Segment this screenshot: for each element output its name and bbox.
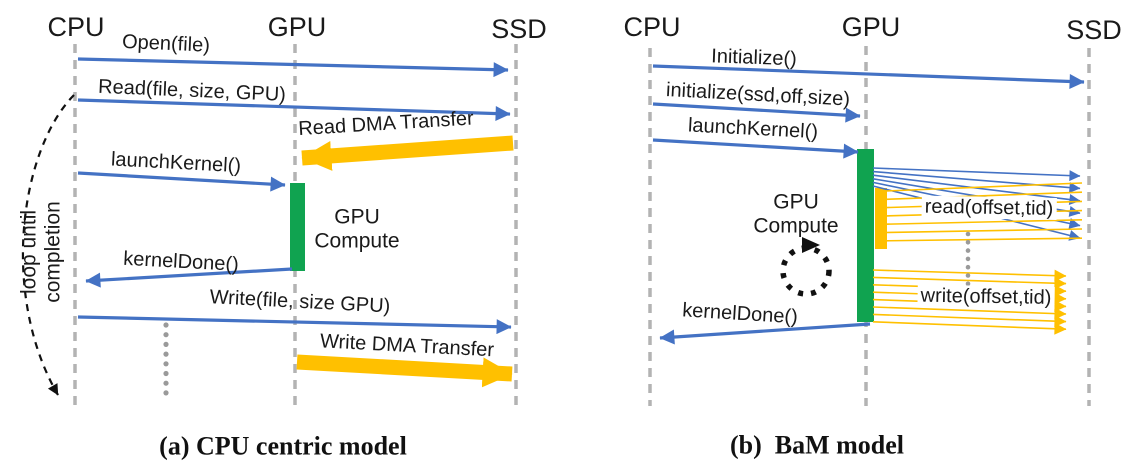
continuation-dot bbox=[965, 240, 971, 245]
a-read-arrow bbox=[77, 98, 511, 122]
b-write-request-fan-line bbox=[872, 269, 1067, 282]
a-continuation-dots bbox=[163, 322, 169, 396]
b-gpu-compute-label: GPU Compute bbox=[753, 190, 839, 237]
continuation-dot bbox=[965, 264, 971, 270]
a-launchkernel-arrow bbox=[77, 171, 286, 192]
b-caption: (b) BaM model bbox=[729, 430, 905, 460]
a-open-arrow bbox=[77, 57, 509, 78]
b-initialize-arrow bbox=[652, 64, 1085, 89]
continuation-dot bbox=[163, 351, 169, 357]
continuation-dot bbox=[965, 231, 971, 237]
continuation-dot bbox=[965, 248, 971, 253]
b-read-completion-fan-line bbox=[872, 170, 1081, 194]
b-read-label: read(offset,tid) bbox=[921, 195, 1057, 221]
continuation-dot bbox=[163, 380, 169, 386]
b-io-queue-bar bbox=[875, 188, 887, 249]
b-read-completion-fan-line bbox=[872, 167, 1081, 182]
continuation-dot bbox=[163, 390, 169, 396]
b-read-request-fan-line bbox=[885, 182, 1083, 192]
a-read-dma-arrow bbox=[301, 135, 514, 171]
b-read-request-fan-line bbox=[885, 228, 1083, 234]
b-ssd-header: SSD bbox=[1066, 14, 1122, 45]
b-write-request-fan-line bbox=[872, 321, 1067, 335]
a-write-arrow bbox=[77, 315, 512, 335]
b-launchkernel-arrow bbox=[652, 138, 859, 159]
b-write-request-fan-line bbox=[872, 276, 1067, 290]
continuation-dot bbox=[163, 341, 169, 347]
a-loop-curve-arrow bbox=[21, 94, 75, 396]
b-kerneldone-arrow bbox=[659, 322, 871, 345]
continuation-dot bbox=[965, 273, 971, 278]
continuation-dot bbox=[163, 322, 169, 328]
b-gpu-header: GPU bbox=[841, 11, 901, 42]
continuation-dot bbox=[163, 361, 169, 367]
b-write-label: write(offset,tid) bbox=[917, 284, 1055, 310]
continuation-dot bbox=[965, 256, 971, 262]
b-gpu-activation-bar bbox=[857, 149, 874, 322]
b-read-request-fan-line bbox=[885, 219, 1083, 225]
a-kerneldone-arrow bbox=[85, 267, 293, 288]
b-initialize-label: Initialize() bbox=[710, 45, 798, 71]
b-read-request-fan-line bbox=[885, 237, 1083, 242]
a-gpu-compute-label: GPU Compute bbox=[314, 205, 400, 252]
a-caption: (a) CPU centric model bbox=[159, 431, 407, 461]
a-cpu-header: CPU bbox=[47, 11, 105, 42]
b-write-request-fan-line bbox=[872, 306, 1067, 320]
b-loop-icon bbox=[780, 245, 832, 297]
b-write-request-fan-line bbox=[872, 313, 1067, 328]
continuation-dot bbox=[163, 332, 169, 338]
a-ssd-header: SSD bbox=[491, 13, 547, 44]
a-gpu-header: GPU bbox=[267, 11, 327, 42]
b-initialize-kernel-arrow bbox=[652, 102, 861, 123]
a-write-dma-arrow bbox=[296, 354, 513, 388]
a-loop-until-completion-label: loop until completion bbox=[17, 201, 64, 303]
a-open-label: Open(file) bbox=[121, 30, 211, 57]
continuation-dot bbox=[163, 370, 169, 377]
b-loop-icon-arrowhead bbox=[802, 237, 820, 253]
b-cpu-header: CPU bbox=[623, 11, 681, 42]
b-continuation-dots bbox=[965, 231, 971, 287]
a-gpu-activation-bar bbox=[290, 183, 305, 271]
